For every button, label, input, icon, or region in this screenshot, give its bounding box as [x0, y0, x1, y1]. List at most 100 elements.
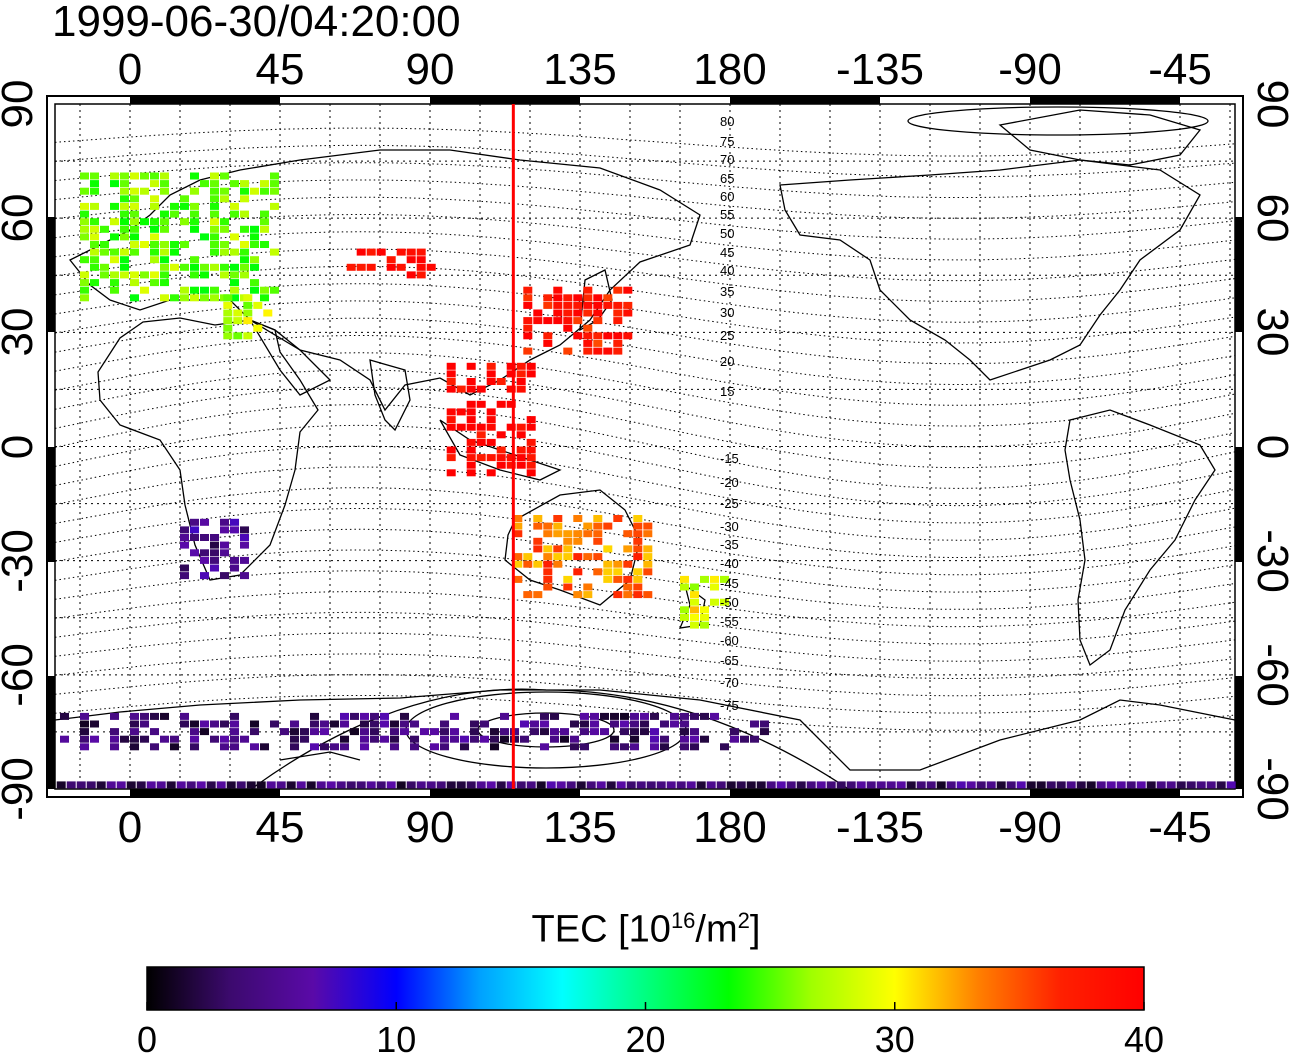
- tec-tile: [76, 781, 86, 789]
- tec-region: [60, 712, 769, 751]
- tec-tile: [90, 233, 99, 241]
- contour-label: 65: [720, 171, 734, 186]
- contour-line: [54, 653, 1236, 697]
- tec-tile: [573, 294, 583, 302]
- tec-tile: [180, 541, 189, 549]
- contour-label: 35: [720, 284, 734, 299]
- tec-tile: [223, 294, 233, 302]
- tec-tile: [460, 735, 469, 743]
- contour-line: [54, 179, 1236, 219]
- tec-tile: [580, 720, 589, 728]
- contour-label: -50: [720, 595, 739, 610]
- tec-tile: [230, 518, 239, 526]
- tec-tile: [140, 241, 149, 248]
- tec-tile: [80, 187, 89, 195]
- tec-tile: [160, 187, 169, 195]
- tec-tile: [553, 553, 563, 561]
- tec-tile: [553, 560, 563, 568]
- tec-tile: [310, 712, 319, 720]
- tec-tile: [130, 248, 139, 256]
- tec-tile: [466, 416, 476, 424]
- contour-line: [54, 632, 1236, 679]
- tec-tile: [553, 530, 563, 538]
- tec-tile: [623, 583, 633, 591]
- tec-tile: [300, 735, 309, 743]
- tec-tile: [613, 347, 623, 355]
- tec-tile: [220, 225, 229, 233]
- tec-tile: [130, 743, 139, 751]
- tec-tile: [120, 218, 129, 226]
- tec-tile: [150, 256, 159, 264]
- longitude-label: 0: [118, 45, 142, 94]
- tec-tile: [553, 309, 563, 317]
- tec-tile: [130, 233, 139, 241]
- tec-tile: [593, 309, 603, 317]
- tec-tile: [516, 378, 526, 385]
- tec-tile: [563, 530, 573, 538]
- contour-label: 80: [720, 114, 734, 129]
- tec-tile: [593, 568, 603, 576]
- tec-tile: [230, 294, 239, 302]
- tec-tile: [573, 332, 583, 340]
- tec-tile: [486, 469, 496, 477]
- tec-tile: [760, 720, 769, 728]
- tec-tile: [526, 446, 536, 454]
- latitude-label: 60: [0, 194, 42, 243]
- tec-tile: [250, 263, 259, 271]
- tec-tile: [623, 286, 633, 294]
- tec-tile: [700, 575, 709, 583]
- tec-tile: [740, 735, 749, 743]
- tec-tile: [210, 195, 219, 203]
- tec-tile: [410, 735, 419, 743]
- tec-tile: [220, 218, 229, 226]
- tec-tile: [253, 324, 263, 332]
- tec-tile: [590, 712, 599, 720]
- tec-tile: [243, 309, 253, 317]
- tec-tile: [150, 279, 159, 287]
- tec-tile: [576, 781, 586, 789]
- contour-line: [54, 508, 1236, 576]
- tec-tile: [623, 332, 633, 340]
- tec-tile: [556, 781, 566, 789]
- tec-tile: [200, 572, 209, 580]
- tec-tile: [690, 606, 699, 614]
- contour-label: 45: [720, 245, 734, 260]
- tec-tile: [90, 202, 99, 210]
- tec-tile: [643, 553, 653, 561]
- tec-tile: [220, 743, 229, 751]
- tec-tile: [396, 248, 406, 256]
- contour-label: -15: [720, 451, 739, 466]
- tec-tile: [406, 271, 416, 279]
- tec-tile: [180, 286, 189, 294]
- tec-tile: [610, 712, 619, 720]
- tec-tile: [613, 591, 623, 599]
- tec-tile: [260, 210, 269, 218]
- tec-tile: [583, 294, 593, 302]
- tec-tile: [180, 526, 189, 534]
- tec-tile: [186, 781, 196, 789]
- tec-tile: [286, 781, 296, 789]
- tec-tile: [466, 423, 476, 431]
- tec-tile: [526, 423, 536, 431]
- tec-tile: [263, 309, 273, 317]
- tec-tile: [690, 743, 699, 751]
- tec-tile: [543, 545, 553, 553]
- tec-tile: [620, 743, 629, 751]
- tec-tile: [170, 241, 179, 248]
- tec-tile: [430, 728, 439, 736]
- tec-tile: [250, 256, 259, 264]
- tec-tile: [450, 735, 459, 743]
- tec-tile: [120, 210, 129, 218]
- tec-tile: [240, 572, 249, 580]
- tec-tile: [480, 720, 489, 728]
- tec-tile: [506, 400, 516, 408]
- tec-tile: [526, 362, 536, 370]
- tec-tile: [140, 172, 149, 180]
- tec-tile: [80, 743, 89, 751]
- tec-tile: [150, 271, 159, 279]
- tec-tile: [360, 720, 369, 728]
- tec-tile: [350, 728, 359, 736]
- tec-tile: [650, 735, 659, 743]
- tec-tile: [650, 743, 659, 751]
- tec-tile: [240, 534, 249, 541]
